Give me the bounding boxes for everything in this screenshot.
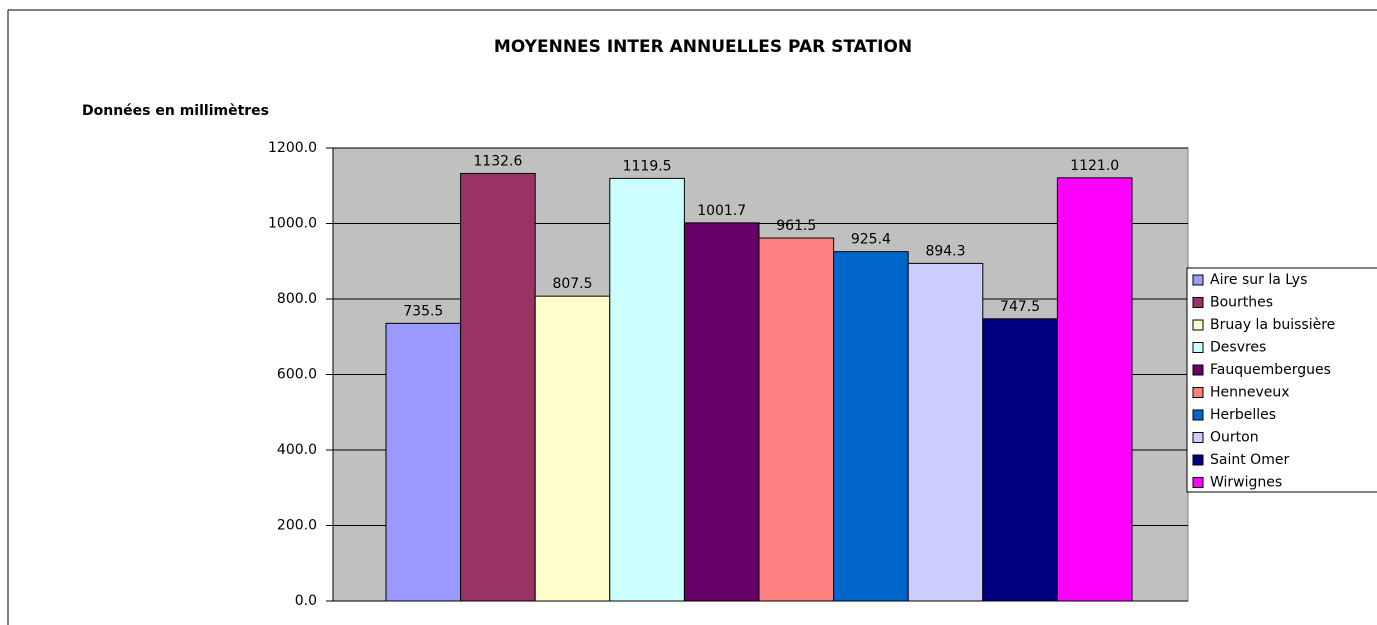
legend-label: Saint Omer xyxy=(1210,452,1289,468)
legend-label: Fauquembergues xyxy=(1210,362,1331,378)
bar xyxy=(385,322,462,602)
y-tick-label: 0.0 xyxy=(295,593,317,609)
legend-label: Bourthes xyxy=(1210,295,1273,311)
legend-swatch xyxy=(1192,387,1204,398)
y-tick-label: 1200.0 xyxy=(268,140,317,156)
legend-swatch xyxy=(1192,432,1204,443)
data-label: 1001.7 xyxy=(697,203,746,219)
y-tick-label: 400.0 xyxy=(277,442,317,458)
legend-label: Aire sur la Lys xyxy=(1210,272,1307,288)
data-label: 1119.5 xyxy=(623,158,672,174)
data-label: 894.3 xyxy=(925,243,965,259)
legend-swatch xyxy=(1192,297,1204,308)
legend-swatch xyxy=(1192,454,1204,466)
bar xyxy=(758,237,835,602)
data-label: 747.5 xyxy=(1000,299,1040,315)
legend-label: Herbelles xyxy=(1210,407,1276,423)
legend-label: Bruay la buissière xyxy=(1210,317,1335,333)
data-label: 925.4 xyxy=(851,232,891,248)
y-tick-label: 1000.0 xyxy=(268,216,317,232)
y-axis-title: Données en millimètres xyxy=(82,103,269,119)
legend-swatch xyxy=(1192,342,1204,353)
data-label: 735.5 xyxy=(403,303,443,319)
bar xyxy=(460,172,536,602)
y-tick-label: 200.0 xyxy=(277,518,317,534)
bar xyxy=(1056,177,1133,602)
bar xyxy=(907,262,984,602)
legend-label: Ourton xyxy=(1210,430,1259,446)
bar xyxy=(534,295,611,602)
legend xyxy=(1186,267,1377,493)
data-label: 961.5 xyxy=(776,218,816,234)
chart-title: MOYENNES INTER ANNUELLES PAR STATION xyxy=(494,37,912,57)
legend-swatch xyxy=(1192,477,1204,488)
data-label: 1132.6 xyxy=(473,153,522,169)
y-tick-label: 600.0 xyxy=(277,367,317,383)
legend-label: Desvres xyxy=(1210,340,1266,356)
legend-swatch xyxy=(1192,409,1204,421)
legend-label: Wirwignes xyxy=(1210,475,1282,491)
legend-label: Henneveux xyxy=(1210,385,1290,401)
legend-swatch xyxy=(1192,364,1204,376)
legend-swatch xyxy=(1192,274,1204,286)
data-label: 807.5 xyxy=(552,276,592,292)
bar xyxy=(982,318,1058,602)
legend-swatch xyxy=(1192,319,1204,331)
bar xyxy=(833,251,909,602)
bar xyxy=(683,222,760,602)
y-tick-label: 800.0 xyxy=(277,291,317,307)
data-label: 1121.0 xyxy=(1070,158,1119,174)
bar xyxy=(609,177,685,602)
